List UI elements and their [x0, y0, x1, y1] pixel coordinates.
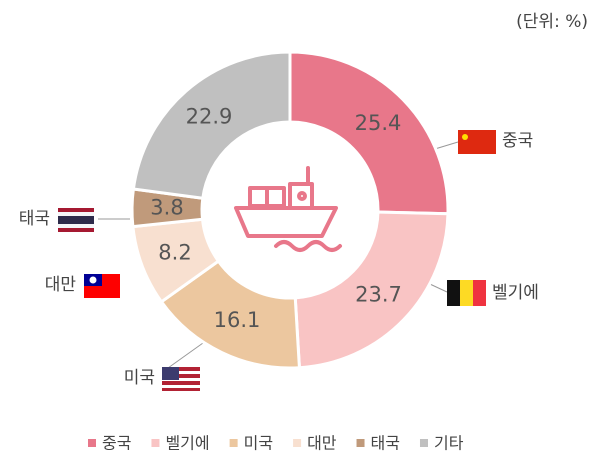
legend-label: 미국: [244, 434, 273, 453]
flag-usa: [162, 367, 200, 391]
donut-slice: [288, 50, 450, 216]
ship-icon: [234, 166, 342, 252]
legend-label: 벨기에: [165, 434, 209, 453]
value-label: 22.9: [186, 104, 233, 128]
legend-label: 대만: [307, 434, 337, 453]
value-label: 8.2: [158, 241, 191, 265]
legend-marker: [151, 439, 160, 447]
category-label: 태국: [19, 209, 50, 229]
category-label: 대만: [45, 275, 77, 295]
flag-belgium: [447, 280, 486, 306]
value-label: 3.8: [150, 195, 183, 219]
value-label: 25.4: [355, 111, 402, 135]
legend-label: 중국: [102, 434, 131, 453]
legend-marker: [293, 439, 302, 447]
category-label: 벨기에: [492, 283, 539, 303]
donut-slice: [131, 50, 292, 200]
donut-slice: [293, 210, 450, 370]
legend-label: 태국: [371, 434, 400, 453]
legend-marker: [229, 439, 238, 447]
legend-label: 기타: [434, 434, 464, 453]
flag-taiwan: [84, 274, 120, 298]
legend-marker: [88, 439, 96, 447]
value-label: 23.7: [355, 282, 402, 306]
unit-label: (단위: %): [516, 12, 588, 32]
value-label: 16.1: [214, 308, 261, 332]
category-label: 중국: [502, 131, 533, 151]
flag-china: [458, 130, 496, 154]
legend-marker: [356, 439, 365, 447]
legend-marker: [419, 439, 428, 447]
flag-thailand: [58, 208, 94, 232]
category-label: 미국: [124, 368, 155, 388]
